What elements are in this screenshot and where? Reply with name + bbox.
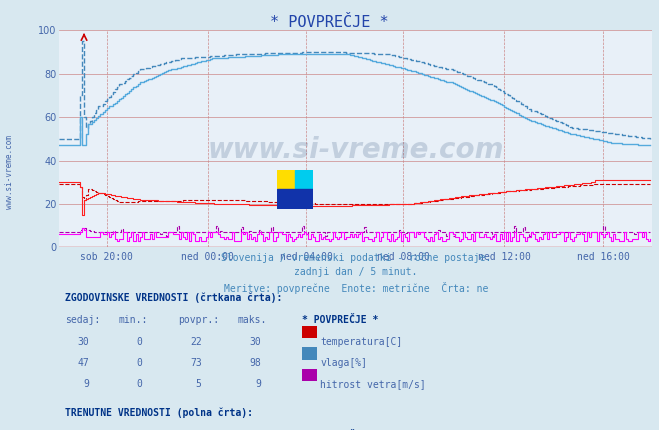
FancyBboxPatch shape xyxy=(302,369,318,381)
Bar xyxy=(277,189,313,209)
Text: sedaj:: sedaj: xyxy=(65,315,100,325)
Text: 73: 73 xyxy=(190,358,202,368)
Text: maks.: maks. xyxy=(237,315,267,325)
Text: 22: 22 xyxy=(190,337,202,347)
FancyBboxPatch shape xyxy=(302,326,318,338)
Text: 98: 98 xyxy=(249,358,261,368)
Text: hitrost vetra[m/s]: hitrost vetra[m/s] xyxy=(320,379,426,389)
Text: www.si-vreme.com: www.si-vreme.com xyxy=(208,135,504,164)
Text: 9: 9 xyxy=(255,379,261,389)
Bar xyxy=(295,170,313,189)
Text: 5: 5 xyxy=(196,379,202,389)
Text: 30: 30 xyxy=(77,337,89,347)
Text: temperatura[C]: temperatura[C] xyxy=(320,337,403,347)
Text: 0: 0 xyxy=(136,358,142,368)
Text: min.:: min.: xyxy=(119,315,148,325)
Text: ZGODOVINSKE VREDNOSTI (črtkana črta):: ZGODOVINSKE VREDNOSTI (črtkana črta): xyxy=(65,292,283,303)
Text: Slovenija / vremenski podatki - ročne postaje.
zadnji dan / 5 minut.
Meritve: po: Slovenija / vremenski podatki - ročne po… xyxy=(221,253,491,294)
Text: 0: 0 xyxy=(136,379,142,389)
FancyBboxPatch shape xyxy=(302,347,318,360)
Text: 30: 30 xyxy=(249,337,261,347)
Text: 9: 9 xyxy=(83,379,89,389)
Text: TRENUTNE VREDNOSTI (polna črta):: TRENUTNE VREDNOSTI (polna črta): xyxy=(65,408,253,418)
Text: www.si-vreme.com: www.si-vreme.com xyxy=(5,135,14,209)
Bar xyxy=(277,170,295,189)
Text: vlaga[%]: vlaga[%] xyxy=(320,358,367,368)
Text: 47: 47 xyxy=(77,358,89,368)
Text: * POVPREČJE *: * POVPREČJE * xyxy=(302,315,379,325)
Text: 0: 0 xyxy=(136,337,142,347)
Text: * POVPREČJE *: * POVPREČJE * xyxy=(270,15,389,30)
Text: povpr.:: povpr.: xyxy=(178,315,219,325)
